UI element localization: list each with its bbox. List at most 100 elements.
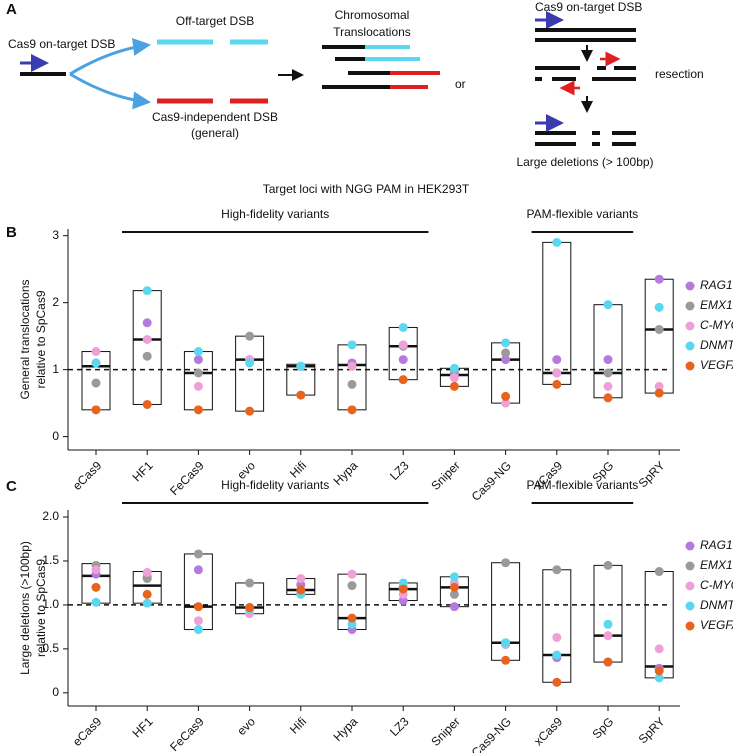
point [193, 616, 203, 626]
point [398, 596, 408, 606]
y-axis-label: Large deletions (>100bp) [18, 541, 32, 675]
point [449, 363, 459, 373]
box [337, 344, 367, 411]
point [603, 368, 613, 378]
legend-label: C-MYC [700, 318, 733, 332]
point [603, 355, 613, 365]
x-tick-label: Cas9-NG [469, 458, 514, 503]
x-tick-label: SpG [589, 714, 616, 741]
x-tick-label: LZ3 [387, 458, 412, 483]
point [552, 632, 562, 642]
point [91, 378, 101, 388]
point [193, 347, 203, 357]
chart-title: Target loci with NGG PAM in HEK293T [263, 182, 470, 196]
box [644, 278, 674, 394]
x-tick-label: eCas9 [70, 458, 105, 493]
panel-label: B [6, 224, 17, 241]
point [142, 574, 152, 584]
point [142, 335, 152, 344]
arrow [69, 38, 151, 76]
point [449, 381, 459, 391]
point [193, 625, 203, 635]
y-tick-label: 0.5 [42, 641, 59, 655]
point [501, 348, 511, 358]
legend-label: DNMT1 [700, 598, 733, 612]
point [142, 399, 152, 409]
point [347, 569, 357, 579]
point [398, 584, 408, 594]
label: or [455, 77, 466, 91]
point [193, 355, 203, 365]
x-tick-label: Sniper [428, 714, 462, 748]
legend-label: DNMT1 [700, 338, 733, 352]
y-axis-label: relative to SpCas9 [34, 290, 48, 388]
point [603, 393, 613, 403]
point [552, 379, 562, 389]
point [449, 589, 459, 599]
point [501, 398, 511, 408]
label: Cas9 on-target DSB [8, 37, 115, 51]
point [654, 666, 664, 676]
x-tick-label: FeCas9 [167, 714, 207, 753]
x-tick-label: FeCas9 [167, 458, 207, 498]
point [193, 565, 203, 575]
point [347, 340, 357, 350]
y-tick-label: 3 [52, 228, 59, 242]
point [501, 558, 511, 568]
point [552, 677, 562, 687]
legend-swatch [685, 281, 695, 291]
legend-label: VEGFA [700, 358, 733, 372]
legend-swatch [685, 601, 695, 611]
point [398, 355, 408, 365]
group-label: High-fidelity variants [221, 207, 329, 221]
group-label: PAM-flexible variants [526, 207, 638, 221]
point [245, 603, 255, 613]
panel-a: A Cas9 on-target DSB Off-target DSB Cas9… [6, 0, 704, 169]
point [552, 565, 562, 575]
point [245, 578, 255, 588]
point [91, 565, 101, 575]
legend-label: EMX1 [700, 558, 733, 572]
point [501, 638, 511, 648]
point [142, 318, 152, 328]
point [347, 405, 357, 415]
legend-swatch [685, 341, 695, 351]
group-label: High-fidelity variants [221, 478, 329, 492]
point [347, 361, 357, 371]
box [235, 335, 265, 412]
point [245, 406, 255, 416]
point [193, 549, 203, 559]
point [398, 375, 408, 385]
point [91, 582, 101, 592]
point [603, 381, 613, 391]
legend-swatch [685, 621, 695, 631]
point [449, 602, 459, 612]
y-tick-label: 1 [52, 362, 59, 376]
point [654, 381, 664, 391]
legend-swatch [685, 581, 695, 591]
label: resection [655, 67, 704, 81]
panel-label: C [6, 478, 17, 495]
point [552, 355, 562, 365]
y-tick-label: 1.0 [42, 597, 59, 611]
legend-swatch [685, 301, 695, 311]
point [501, 391, 511, 401]
panel-label: A [6, 1, 17, 18]
label: Translocations [333, 25, 411, 39]
legend-label: VEGFA [700, 618, 733, 632]
y-tick-label: 2.0 [42, 509, 59, 523]
point [654, 644, 664, 654]
point [347, 379, 357, 389]
point [142, 598, 152, 608]
point [603, 560, 613, 570]
point [449, 373, 459, 383]
legend-swatch [685, 361, 695, 371]
point [91, 405, 101, 415]
label: Off-target DSB [176, 14, 254, 28]
point [449, 582, 459, 592]
y-axis-label: General translocations [18, 279, 32, 399]
y-tick-label: 1.5 [42, 553, 59, 567]
point [142, 351, 152, 361]
legend-label: RAG1 [700, 538, 733, 552]
